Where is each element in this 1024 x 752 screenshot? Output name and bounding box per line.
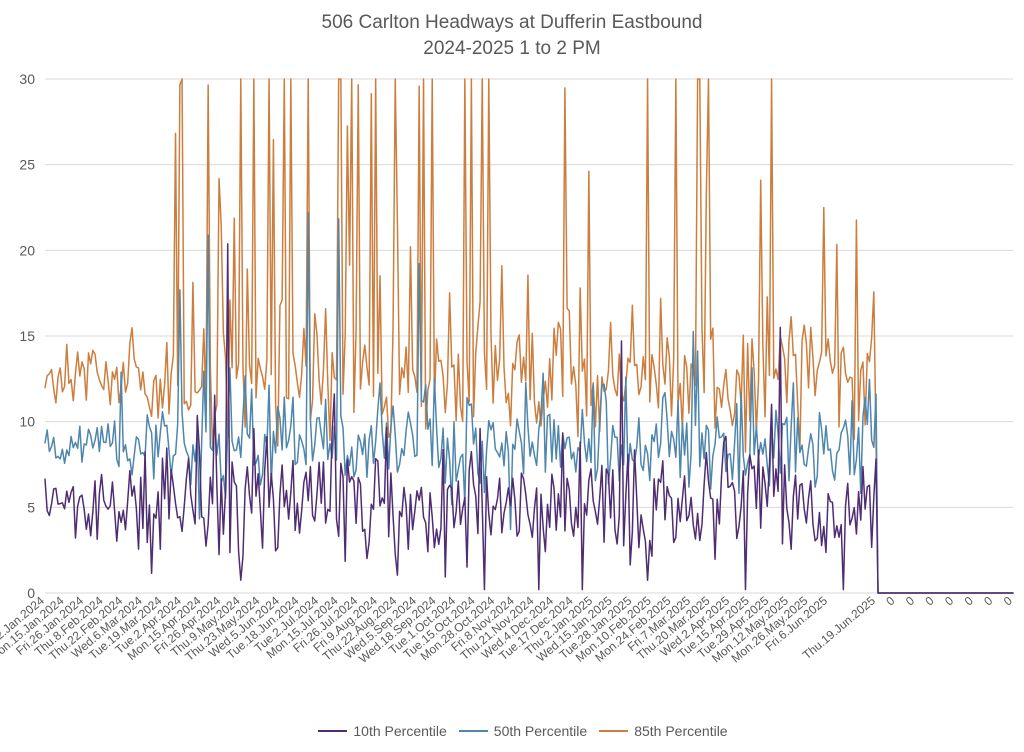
svg-text:0: 0: [903, 593, 917, 608]
svg-text:0: 0: [922, 593, 936, 608]
svg-text:15: 15: [19, 328, 35, 344]
svg-text:25: 25: [19, 157, 35, 173]
svg-text:0: 0: [981, 593, 995, 608]
svg-text:10: 10: [19, 414, 35, 430]
svg-text:30: 30: [19, 71, 35, 87]
svg-text:0: 0: [1001, 593, 1015, 608]
svg-text:20: 20: [19, 242, 35, 258]
svg-text:0: 0: [962, 593, 976, 608]
svg-text:5: 5: [27, 499, 35, 515]
svg-text:0: 0: [883, 593, 897, 608]
svg-text:0: 0: [942, 593, 956, 608]
